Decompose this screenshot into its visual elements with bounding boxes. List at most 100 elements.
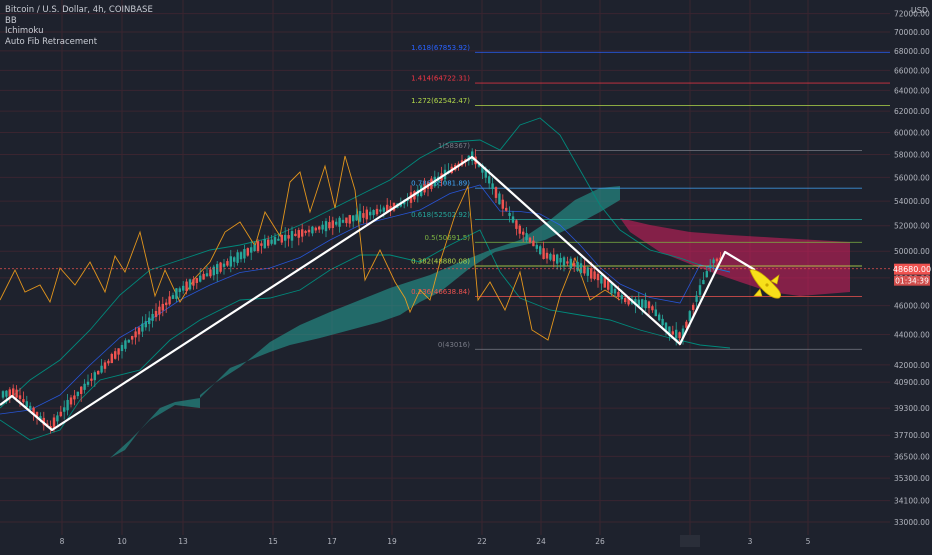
candle-body-197 xyxy=(671,331,674,335)
candle-body-211 xyxy=(719,257,722,260)
candle-body-21 xyxy=(73,395,76,400)
time-tick-1: 10 xyxy=(117,537,127,546)
candle-body-73 xyxy=(250,247,253,253)
candle-body-70 xyxy=(239,252,243,260)
candle-body-92 xyxy=(314,227,317,231)
candle-body-7 xyxy=(25,401,28,408)
indicator-ichimoku[interactable]: Ichimoku xyxy=(5,26,44,36)
candle-body-44 xyxy=(151,313,154,321)
candle-body-87 xyxy=(297,230,300,238)
candle-body-164 xyxy=(559,257,562,263)
candle-body-181 xyxy=(617,291,620,297)
candle-body-169 xyxy=(576,261,579,271)
price-tick-6: 60000.00 xyxy=(894,128,930,137)
candle-body-114 xyxy=(389,206,392,210)
price-tick-7: 58000.00 xyxy=(894,151,930,160)
price-tick-14: 44000.00 xyxy=(894,331,930,340)
price-tick-20: 35300.00 xyxy=(894,474,930,483)
indicator-bb[interactable]: BB xyxy=(5,15,17,26)
time-tick-8: 26 xyxy=(595,537,605,546)
price-tick-19: 36500.00 xyxy=(894,452,930,461)
candle-body-184 xyxy=(627,296,630,305)
price-tick-2: 68000.00 xyxy=(894,47,930,56)
orange-indicator-line xyxy=(0,155,621,341)
candle-body-40 xyxy=(137,327,141,335)
price-tick-11: 50000.00 xyxy=(894,247,930,256)
candle-body-98 xyxy=(335,221,338,225)
candle-body-80 xyxy=(273,237,277,245)
candle-body-163 xyxy=(556,254,559,264)
time-tick-2: 13 xyxy=(178,537,188,546)
candle-body-176 xyxy=(600,274,603,284)
candle-body-5 xyxy=(18,395,22,399)
candle-body-149 xyxy=(508,212,511,216)
candle-body-91 xyxy=(311,226,314,234)
candle-body-89 xyxy=(304,230,307,234)
candle-body-95 xyxy=(324,221,328,232)
candle-body-195 xyxy=(664,322,668,331)
candle-body-103 xyxy=(352,215,355,222)
candle-body-189 xyxy=(644,300,647,309)
candle-body-205 xyxy=(698,285,702,295)
symbol-title[interactable]: Bitcoin / U.S. Dollar, 4h, COINBASE xyxy=(5,5,153,15)
time-tick-7: 24 xyxy=(536,537,546,546)
candle-body-24 xyxy=(83,383,86,390)
bb-upper xyxy=(0,117,731,409)
candle-body-41 xyxy=(141,323,144,332)
fib-label-2: 1.272(62542.47) xyxy=(411,97,470,105)
candle-body-108 xyxy=(369,211,372,216)
candle-body-113 xyxy=(386,204,389,213)
bollinger-bands xyxy=(0,117,731,441)
candle-body-22 xyxy=(76,391,79,397)
candle-body-175 xyxy=(596,273,600,281)
candle-body-56 xyxy=(192,279,195,286)
mar-axis-badge xyxy=(680,535,700,547)
candle-body-2 xyxy=(8,389,11,397)
candle-body-159 xyxy=(542,248,545,259)
candle-body-202 xyxy=(688,311,691,322)
candle-body-183 xyxy=(624,297,627,303)
candle-body-62 xyxy=(212,266,215,276)
candle-body-82 xyxy=(280,234,283,243)
candle-body-147 xyxy=(501,199,504,209)
candle-body-111 xyxy=(379,209,382,212)
candle-body-112 xyxy=(382,207,385,212)
candle-body-37 xyxy=(127,339,130,343)
bb-basis xyxy=(0,184,731,415)
fib-label-0: 1.618(67853.92) xyxy=(411,44,470,52)
candle-body-32 xyxy=(110,353,113,364)
price-tick-16: 40900.00 xyxy=(894,378,930,387)
candle-body-84 xyxy=(287,235,290,239)
candle-body-60 xyxy=(205,273,209,277)
price-tick-4: 64000.00 xyxy=(894,86,930,95)
price-tick-15: 42000.00 xyxy=(894,361,930,370)
legend-panel: Bitcoin / U.S. Dollar, 4h, COINBASE BB I… xyxy=(5,5,153,47)
candle-body-1 xyxy=(5,390,8,397)
candle-body-148 xyxy=(505,207,508,211)
candle-body-109 xyxy=(372,209,375,216)
candle-body-170 xyxy=(579,263,583,273)
fib-label-9: 0(43016) xyxy=(438,341,470,349)
candle-body-107 xyxy=(365,209,368,220)
orange-series xyxy=(0,155,621,341)
candle-body-160 xyxy=(545,252,549,259)
fib-label-5: 0.618(52502.92) xyxy=(411,211,470,219)
time-tick-6: 22 xyxy=(477,537,487,546)
candle-body-79 xyxy=(270,239,273,244)
candle-body-209 xyxy=(712,259,715,264)
indicator-autofib[interactable]: Auto Fib Retracement xyxy=(5,36,98,47)
candle-body-90 xyxy=(307,229,311,233)
candle-body-61 xyxy=(209,269,212,277)
fib-label-8: 0.236(46638.84) xyxy=(411,288,470,296)
candle-body-81 xyxy=(277,238,280,241)
candle-body-172 xyxy=(586,267,589,276)
candle-body-186 xyxy=(634,298,637,306)
cloud-bullish xyxy=(110,186,620,458)
candle-body-72 xyxy=(246,248,249,256)
candle-body-88 xyxy=(301,229,304,237)
candle-body-74 xyxy=(253,245,256,252)
zigzag-line xyxy=(0,155,756,432)
candle-body-152 xyxy=(518,225,521,234)
